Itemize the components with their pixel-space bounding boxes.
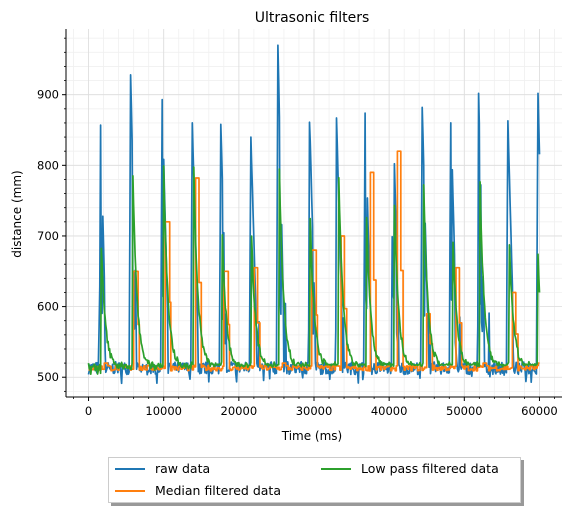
y-tick-label: 700 — [37, 229, 59, 243]
x-axis-label: Time (ms) — [281, 429, 343, 443]
x-tick-label: 0 — [85, 404, 92, 418]
legend-label-raw: raw data — [155, 461, 211, 476]
legend-label-lowpass: Low pass filtered data — [361, 461, 499, 476]
legend-item-raw: raw data — [115, 461, 210, 476]
x-tick-label: 30000 — [296, 404, 333, 418]
legend-swatch-median — [115, 489, 145, 492]
legend: raw data Median filtered data Low pass f… — [108, 457, 521, 503]
y-axis-label: distance (mm) — [10, 170, 24, 257]
y-ticks: 500 600 700 800 900 — [37, 37, 66, 392]
y-tick-label: 800 — [37, 158, 59, 172]
legend-swatch-raw — [115, 467, 145, 470]
legend-item-lowpass: Low pass filtered data — [321, 461, 499, 476]
y-tick-label: 500 — [37, 370, 59, 384]
x-tick-label: 10000 — [145, 404, 182, 418]
x-ticks: 0 10000 20000 30000 40000 50000 60000 — [73, 397, 558, 418]
chart: Ultrasonic filters 0 10000 20000 30000 40000… — [10, 10, 562, 443]
x-tick-label: 40000 — [371, 404, 408, 418]
series-group — [87, 44, 541, 385]
x-tick-label: 50000 — [446, 404, 483, 418]
legend-label-median: Median filtered data — [155, 483, 281, 498]
x-tick-label: 60000 — [521, 404, 558, 418]
series-line-median — [88, 150, 540, 372]
y-tick-label: 600 — [37, 300, 59, 314]
legend-item-median: Median filtered data — [115, 483, 281, 498]
x-tick-label: 20000 — [221, 404, 258, 418]
legend-swatch-lowpass — [321, 467, 351, 470]
y-tick-label: 900 — [37, 88, 59, 102]
chart-title: Ultrasonic filters — [255, 10, 370, 26]
series-line-lowpass — [87, 165, 541, 376]
